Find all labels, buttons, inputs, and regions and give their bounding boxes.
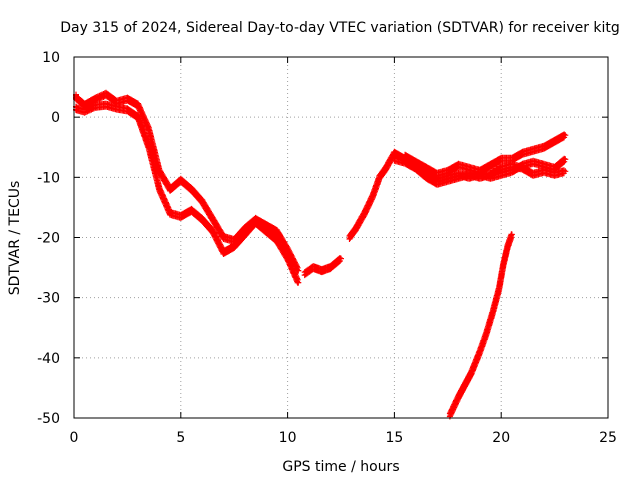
y-tick-label: 0 <box>51 110 60 126</box>
chart-title: Day 315 of 2024, Sidereal Day-to-day VTE… <box>60 20 620 36</box>
plot-frame <box>73 56 609 419</box>
sdtvar-track-7-markers <box>446 231 515 420</box>
sdtvar-track-3 <box>301 255 344 279</box>
sdtvar-track-2-markers <box>73 89 302 274</box>
x-tick-label: 5 <box>176 430 185 446</box>
grid-lines <box>74 57 608 418</box>
axis-ticks: 0 5 10 15 20 25 -50 -40 -30 -20 -10 0 10 <box>37 50 617 446</box>
y-tick-label: -20 <box>37 231 60 247</box>
x-tick-label: 10 <box>279 430 297 446</box>
x-tick-label: 15 <box>385 430 403 446</box>
sdtvar-track-7 <box>446 231 515 420</box>
sdtvar-track-1 <box>73 100 302 286</box>
x-tick-label: 0 <box>70 430 79 446</box>
sdtvar-track-6-markers <box>391 154 569 188</box>
sdtvar-track-2 <box>73 89 302 274</box>
y-tick-label: 10 <box>42 50 60 66</box>
sdtvar-track-1-markers <box>73 100 302 286</box>
x-tick-label: 25 <box>599 430 617 446</box>
y-axis-label: SDTVAR / TECUs <box>7 181 23 296</box>
y-tick-label: -10 <box>37 170 60 186</box>
x-axis-label: GPS time / hours <box>282 459 399 475</box>
sdtvar-track-6 <box>391 154 569 188</box>
y-tick-label: -40 <box>37 351 60 367</box>
y-tick-label: -30 <box>37 291 60 307</box>
y-tick-label: -50 <box>37 411 60 427</box>
data-series <box>73 89 569 420</box>
sdtvar-track-3-markers <box>301 255 344 279</box>
x-tick-label: 20 <box>492 430 510 446</box>
